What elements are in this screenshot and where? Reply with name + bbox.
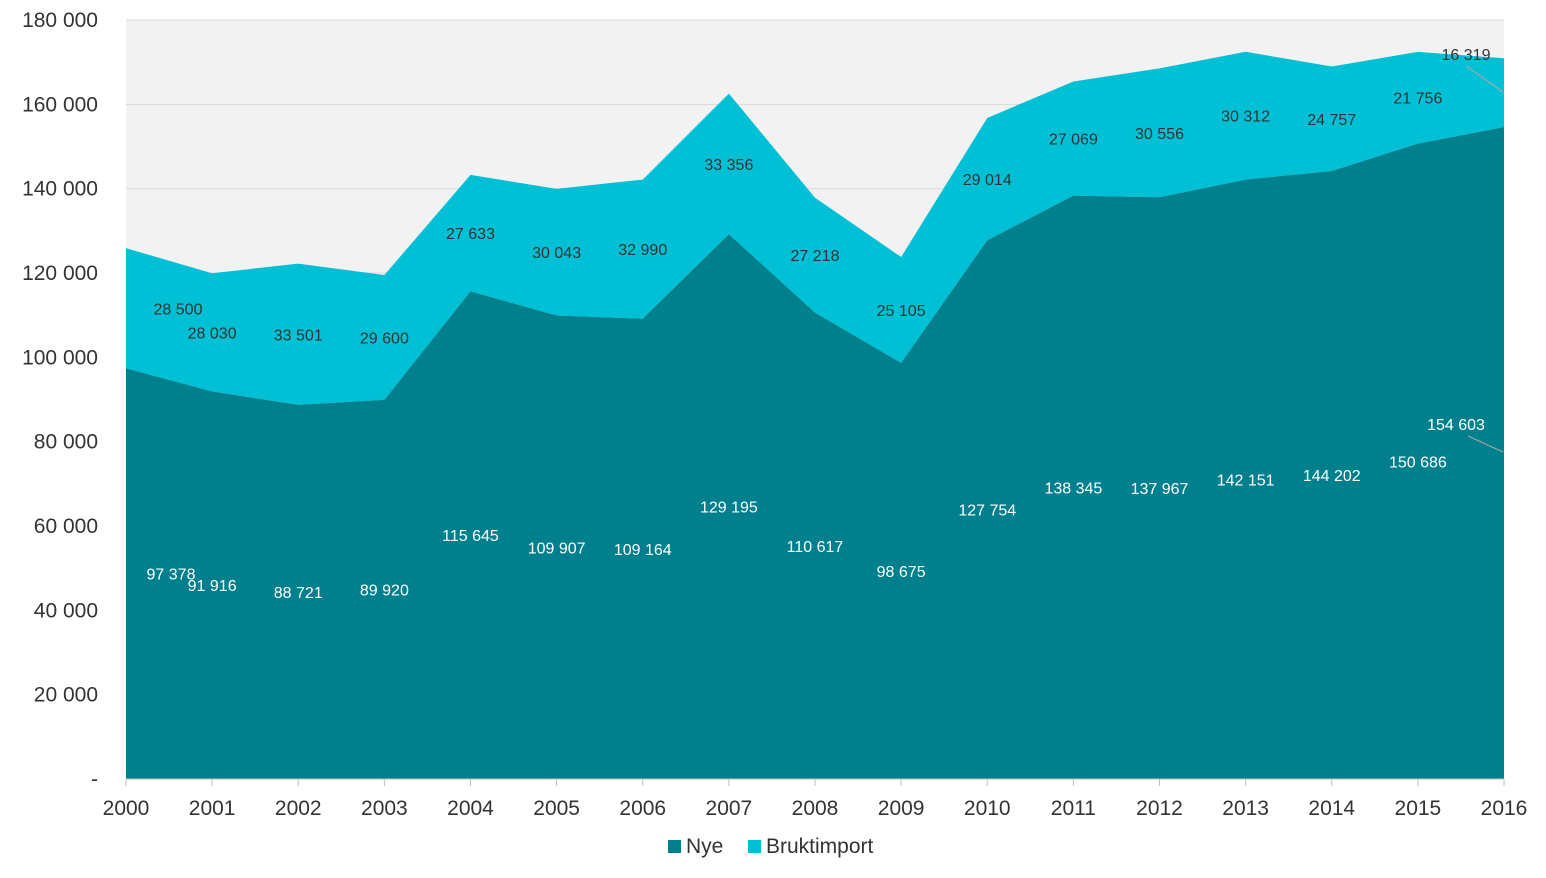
x-tick-label: 2003 (361, 797, 408, 820)
data-label-nye: 97 378 (147, 567, 196, 584)
x-tick-label: 2016 (1481, 797, 1528, 820)
data-label-nye: 98 675 (877, 564, 926, 581)
data-label-bruktimport: 30 556 (1135, 126, 1184, 143)
leader-line-nye (1467, 435, 1504, 453)
data-label-bruktimport: 29 600 (360, 330, 409, 347)
y-tick-label: 40 000 (34, 599, 98, 622)
legend-swatch-nye (668, 840, 681, 853)
x-tick-label: 2007 (706, 797, 753, 820)
data-label-bruktimport: 25 105 (877, 303, 926, 320)
data-label-bruktimport: 21 756 (1393, 91, 1442, 108)
data-label-nye: 142 151 (1217, 472, 1275, 489)
x-tick-label: 2011 (1051, 797, 1096, 820)
data-label-bruktimport: 30 312 (1221, 109, 1270, 126)
y-tick-label: 120 000 (22, 262, 98, 285)
data-label-nye: 138 345 (1044, 480, 1102, 497)
x-tick-label: 2014 (1308, 797, 1355, 820)
y-tick-label: 80 000 (34, 431, 98, 454)
x-tick-label: 2001 (189, 797, 236, 820)
data-label-bruktimport: 33 501 (274, 327, 323, 344)
y-tick-label: 60 000 (34, 515, 98, 538)
y-tick-label: 180 000 (22, 9, 98, 32)
data-label-bruktimport: 32 990 (618, 242, 667, 259)
x-tick-label: 2000 (103, 797, 150, 820)
data-label-bruktimport: 27 218 (791, 248, 840, 265)
x-tick-label: 2010 (964, 797, 1011, 820)
data-label-nye: 115 645 (442, 528, 499, 545)
data-label-nye: 144 202 (1303, 468, 1361, 485)
x-tick-label: 2008 (792, 797, 839, 820)
legend-label-nye: Nye (686, 835, 723, 858)
x-tick-label: 2002 (275, 797, 322, 820)
data-label-bruktimport: 24 757 (1307, 112, 1356, 129)
y-tick-label: 100 000 (22, 346, 98, 369)
y-tick-label: - (91, 768, 98, 791)
area-nye (126, 127, 1504, 779)
data-label-bruktimport: 16 319 (1442, 47, 1491, 64)
x-tick-label: 2013 (1222, 797, 1269, 820)
legend-swatch-bruktimport (748, 840, 761, 853)
data-label-nye: 150 686 (1389, 454, 1447, 471)
leader-line-bruktimport (1465, 65, 1504, 93)
data-label-nye: 109 164 (614, 542, 672, 559)
data-label-nye: 127 754 (958, 503, 1016, 520)
data-label-bruktimport: 28 500 (154, 301, 203, 318)
x-tick-label: 2015 (1395, 797, 1442, 820)
x-tick-label: 2009 (878, 797, 925, 820)
data-label-bruktimport: 33 356 (704, 157, 753, 174)
legend: Nye Bruktimport (668, 835, 874, 858)
area-series (126, 51, 1504, 779)
y-tick-label: 20 000 (34, 684, 98, 707)
data-label-nye: 129 195 (700, 500, 758, 517)
data-label-nye: 88 721 (274, 585, 323, 602)
data-label-nye: 89 920 (360, 582, 409, 599)
data-label-nye: 110 617 (787, 539, 844, 556)
y-tick-label: 160 000 (22, 93, 98, 116)
area-bruktimport (126, 51, 1504, 405)
x-tick-label: 2004 (447, 797, 494, 820)
data-label-bruktimport: 30 043 (532, 245, 581, 262)
data-label-bruktimport: 27 069 (1049, 132, 1098, 149)
data-label-nye: 109 907 (528, 540, 586, 557)
axes: - 20 000 40 000 60 000 80 000 100 000 120 000 1… (22, 9, 1527, 820)
data-label-nye: 91 916 (188, 578, 237, 595)
x-tick-label: 2006 (619, 797, 666, 820)
x-tick-label: 2012 (1136, 797, 1183, 820)
data-label-bruktimport: 29 014 (963, 172, 1012, 189)
data-label-nye: 137 967 (1131, 481, 1189, 498)
x-tick-label: 2005 (533, 797, 580, 820)
data-label-bruktimport: 27 633 (446, 226, 495, 243)
data-label-bruktimport: 28 030 (188, 325, 237, 342)
legend-label-bruktimport: Bruktimport (766, 835, 874, 858)
y-tick-label: 140 000 (22, 178, 98, 201)
data-label-nye: 154 603 (1427, 417, 1485, 434)
